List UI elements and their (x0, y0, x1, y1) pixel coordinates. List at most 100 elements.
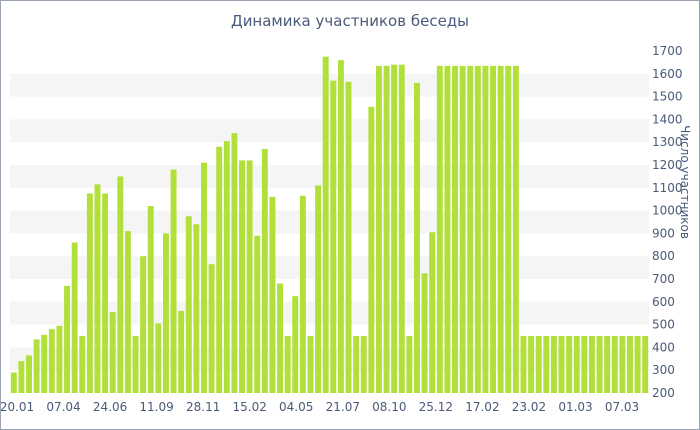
bar (162, 233, 169, 393)
bar (33, 339, 40, 393)
bar (459, 65, 466, 393)
bar (330, 80, 337, 393)
bar (155, 323, 162, 393)
bar (231, 133, 238, 393)
y-tick-label: 1200 (652, 158, 683, 172)
bar (193, 224, 200, 393)
y-tick-label: 1600 (652, 67, 683, 81)
bar (239, 160, 245, 393)
bar (109, 312, 116, 393)
x-tick-label: 24.06 (93, 400, 127, 414)
y-axis-ticks: 200 300 400 500 600 700 800 900 1000 1100 1200 1300… (652, 44, 683, 400)
grid-band (10, 165, 649, 188)
bar (558, 336, 565, 393)
bar (216, 146, 223, 393)
x-tick-label: 07.03 (605, 400, 639, 414)
bar (414, 82, 420, 394)
bar (246, 160, 253, 393)
bar (505, 65, 512, 393)
bar (269, 196, 276, 393)
y-tick-label: 1000 (652, 204, 683, 218)
bar (474, 65, 481, 393)
bar (421, 273, 428, 393)
bar (482, 65, 489, 393)
bar (573, 336, 580, 393)
bar (337, 60, 344, 394)
x-tick-label: 21.07 (326, 400, 360, 414)
y-tick-label: 1100 (652, 181, 683, 195)
bar (71, 242, 78, 393)
bar (535, 336, 542, 393)
x-tick-label: 07.04 (46, 400, 80, 414)
y-tick-label: 1400 (652, 112, 683, 126)
y-tick-label: 900 (652, 226, 675, 240)
bar (10, 372, 17, 393)
bar (124, 231, 131, 393)
y-tick-label: 400 (652, 340, 675, 354)
bar (520, 336, 527, 393)
bars (10, 56, 649, 394)
bar (360, 336, 367, 393)
x-tick-label: 08.10 (372, 400, 406, 414)
bar (588, 336, 595, 393)
y-tick-label: 500 (652, 318, 675, 332)
x-tick-label: 04.05 (279, 400, 313, 414)
x-tick-label: 15.02 (233, 400, 267, 414)
bar (604, 336, 611, 393)
bar (550, 336, 557, 393)
bar (18, 361, 25, 393)
bar (452, 65, 458, 393)
bar (64, 285, 71, 393)
y-axis-label: Число участников (678, 125, 692, 239)
x-tick-label: 23.02 (512, 400, 546, 414)
bar (375, 65, 382, 393)
bar (102, 193, 109, 393)
bar (315, 185, 322, 393)
bar (497, 65, 504, 393)
bar (277, 283, 284, 393)
y-tick-label: 600 (652, 295, 675, 309)
x-tick-label: 17.02 (465, 400, 499, 414)
bar (444, 65, 451, 393)
bar (201, 162, 207, 393)
grid-bands (10, 73, 649, 371)
grid-band (10, 119, 649, 143)
bar (490, 65, 497, 393)
x-tick-label: 20.01 (1, 400, 34, 414)
grid-band (10, 347, 649, 371)
bar (117, 176, 124, 393)
bar (147, 206, 154, 393)
bar (223, 141, 230, 393)
bar (48, 329, 55, 393)
bar (94, 184, 101, 393)
grid-band (10, 73, 649, 97)
y-tick-label: 200 (652, 386, 675, 400)
y-tick-label: 1500 (652, 90, 683, 104)
bar (79, 336, 86, 393)
bar (292, 296, 299, 393)
bar (284, 336, 291, 393)
bar (185, 216, 192, 393)
bar (634, 336, 641, 393)
bar (307, 336, 314, 393)
bar (299, 195, 306, 393)
y-tick-label: 1300 (652, 135, 683, 149)
bar (41, 334, 48, 393)
bar (611, 336, 618, 393)
y-tick-label: 700 (652, 272, 675, 286)
bar (261, 149, 268, 393)
bar (596, 336, 603, 393)
bar (429, 232, 436, 393)
bar (254, 235, 261, 393)
bar (436, 65, 443, 393)
bar (528, 336, 535, 393)
bar (353, 336, 360, 393)
bar (543, 336, 550, 393)
y-tick-label: 800 (652, 249, 675, 263)
bar (406, 336, 413, 393)
bar (642, 336, 649, 393)
bar (368, 106, 375, 394)
bar (467, 65, 474, 393)
